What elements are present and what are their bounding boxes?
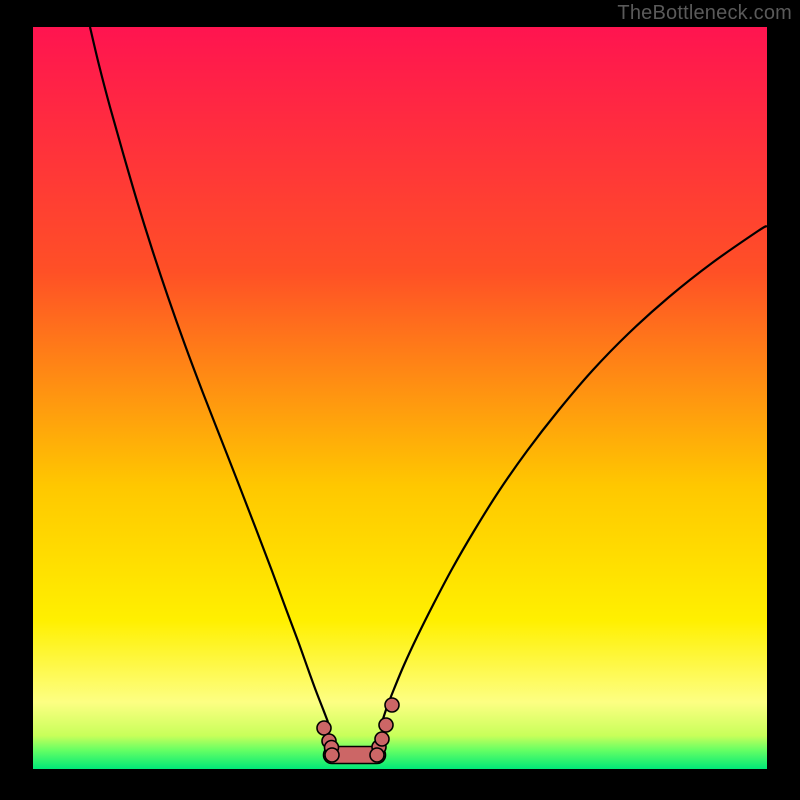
chart-plot-area xyxy=(33,27,767,769)
marker-dot-right-3 xyxy=(385,698,399,712)
right-curve xyxy=(382,226,767,722)
watermark-text: TheBottleneck.com xyxy=(617,2,792,25)
marker-dot-right-1 xyxy=(375,732,389,746)
marker-dot-left-0 xyxy=(317,721,331,735)
marker-dot-right-cap xyxy=(370,748,384,762)
left-curve xyxy=(90,27,328,722)
marker-dot-right-2 xyxy=(379,718,393,732)
marker-group xyxy=(317,698,399,764)
chart-curves-svg xyxy=(33,27,767,769)
marker-dot-left-cap xyxy=(325,748,339,762)
